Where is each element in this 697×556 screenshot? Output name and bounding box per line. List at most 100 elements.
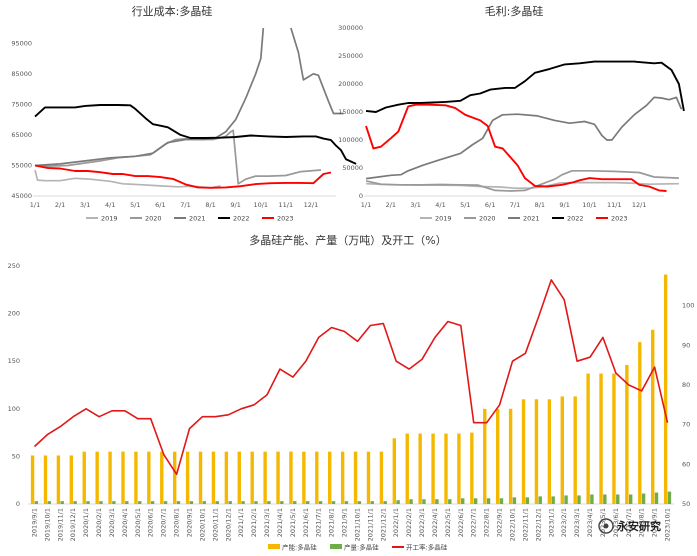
c2-x-tick-label: 5/1 (460, 201, 470, 209)
c2-legend-label-2021: 2021 (523, 215, 540, 223)
capacity-bar (224, 451, 229, 504)
output-bar (163, 501, 168, 504)
capacity-bar (470, 432, 474, 504)
capacity-bar (405, 433, 409, 504)
c3-x-tick-label: 2020/4/1 (121, 508, 129, 537)
c3-x-tick-label: 2020/6/1 (147, 508, 155, 537)
c3-x-tick-label: 2021/10/1 (353, 508, 361, 541)
output-bar (654, 492, 659, 504)
output-bar (641, 493, 646, 504)
capacity-bar (599, 373, 603, 504)
c3-x-tick-label: 2023/3/1 (573, 508, 581, 537)
chart-margin: 毛利:多晶硅 0 50000 100000 150000 200000 250000 300… (338, 4, 685, 223)
capacity-bar (379, 451, 384, 504)
c3-x-tick-label: 2021/9/1 (341, 508, 349, 537)
output-bar (461, 498, 465, 504)
c3-x-tick-label: 2020/1/1 (82, 508, 90, 537)
c1-x-tick-label: 7/1 (180, 201, 190, 209)
output-bar (383, 501, 387, 504)
c3-x-tick-label: 2019/10/1 (43, 508, 51, 541)
c3-x-tick-label: 2020/12/1 (224, 508, 232, 541)
c2-x-tick-label: 6/1 (485, 201, 495, 209)
c3-legend-label: 产量:多晶硅 (344, 543, 379, 552)
output-bar (512, 497, 517, 504)
c3-x-tick-label: 2020/3/1 (108, 508, 116, 537)
c2-y-tick-label: 300000 (338, 24, 363, 32)
c3-x-tick-label: 2021/11/1 (366, 508, 374, 541)
output-bar (357, 501, 362, 504)
c2-y-tick-label: 150000 (338, 108, 363, 116)
c3-x-tick-label: 2020/11/1 (211, 508, 219, 541)
capacity-bar (198, 451, 203, 504)
utilization-line (33, 279, 669, 476)
output-bar (577, 495, 581, 504)
capacity-bar (663, 274, 668, 504)
c2-series-2022 (365, 60, 685, 113)
output-bar (603, 494, 607, 504)
capacity-bar (276, 451, 280, 504)
capacity-bar (392, 438, 397, 504)
capacity-bar (483, 408, 487, 504)
watermark-logo-icon (598, 518, 614, 534)
c1-x-tick-label: 4/1 (105, 201, 115, 209)
c3-x-tick-label: 2022/7/1 (470, 508, 478, 537)
c3-x-tick-label: 2023/6/1 (612, 508, 620, 537)
c1-x-tick-label: 5/1 (130, 201, 140, 209)
c1-x-tick-label: 2/1 (55, 201, 65, 209)
output-bar (125, 501, 129, 504)
c3-x-tick-label: 2022/10/1 (509, 508, 517, 541)
c2-y-tick-label: 100000 (338, 136, 363, 144)
c3-x-tick-label: 2022/4/1 (431, 508, 439, 537)
output-bar (34, 501, 39, 504)
watermark-text: 永安研究 (616, 519, 661, 533)
output-bar (538, 496, 542, 504)
output-bar (499, 498, 504, 504)
c3-x-tick-label: 2020/7/1 (160, 508, 168, 537)
capacity-bar (289, 451, 293, 504)
capacity-bar (495, 408, 500, 504)
c1-x-tick-label: 10/1 (253, 201, 268, 209)
capacity-bar (625, 365, 629, 504)
capacity-bar (651, 329, 655, 504)
capacity-bar (121, 451, 125, 504)
c3-left-tick-label: 150 (8, 357, 20, 365)
c3-legend-label: 开工率:多晶硅 (406, 543, 448, 552)
c1-legend-label-2019: 2019 (101, 215, 118, 223)
c2-y-tick-label: 200000 (338, 80, 363, 88)
c2-legend-label-2020: 2020 (479, 215, 496, 223)
capacity-bar (30, 455, 35, 504)
capacity-bar (250, 451, 254, 504)
c3-x-tick-label: 2023/10/1 (664, 508, 672, 541)
capacity-bar (263, 451, 267, 504)
c3-x-tick-label: 2019/9/1 (30, 508, 38, 537)
capacity-bar (444, 433, 448, 504)
c3-x-tick-label: 2022/9/1 (496, 508, 504, 537)
capacity-bar (431, 433, 435, 504)
capacity-bar (302, 451, 306, 504)
output-bar (47, 501, 51, 504)
output-bar (215, 501, 219, 504)
capacity-bar (353, 451, 358, 504)
output-bar (525, 497, 530, 504)
chart-margin-title: 毛利:多晶硅 (485, 4, 544, 18)
chart-capacity-title: 多晶硅产能、产量（万吨）及开工（%） (249, 233, 446, 247)
c3-x-tick-label: 2023/9/1 (651, 508, 659, 537)
c3-x-tick-label: 2021/12/1 (379, 508, 387, 541)
capacity-bar (328, 451, 332, 504)
capacity-bar (612, 373, 616, 504)
c1-series-2021b (290, 27, 344, 115)
c1-series-2021 (34, 27, 265, 167)
c3-x-tick-label: 2020/8/1 (173, 508, 181, 537)
c3-x-tick-label: 2022/3/1 (418, 508, 426, 537)
c2-x-tick-label: 4/1 (435, 201, 445, 209)
capacity-bar (134, 451, 138, 504)
output-bar (667, 491, 672, 504)
c3-x-tick-label: 2023/5/1 (599, 508, 607, 537)
chart-cost: 行业成本:多晶硅 450005500065000750008500095000 … (11, 4, 357, 223)
capacity-bar (82, 451, 86, 504)
c1-series-2020 (34, 129, 322, 185)
capacity-bar (340, 451, 345, 504)
output-bar (86, 501, 90, 504)
output-bar (267, 501, 271, 504)
c3-x-tick-label: 2023/1/1 (547, 508, 555, 537)
